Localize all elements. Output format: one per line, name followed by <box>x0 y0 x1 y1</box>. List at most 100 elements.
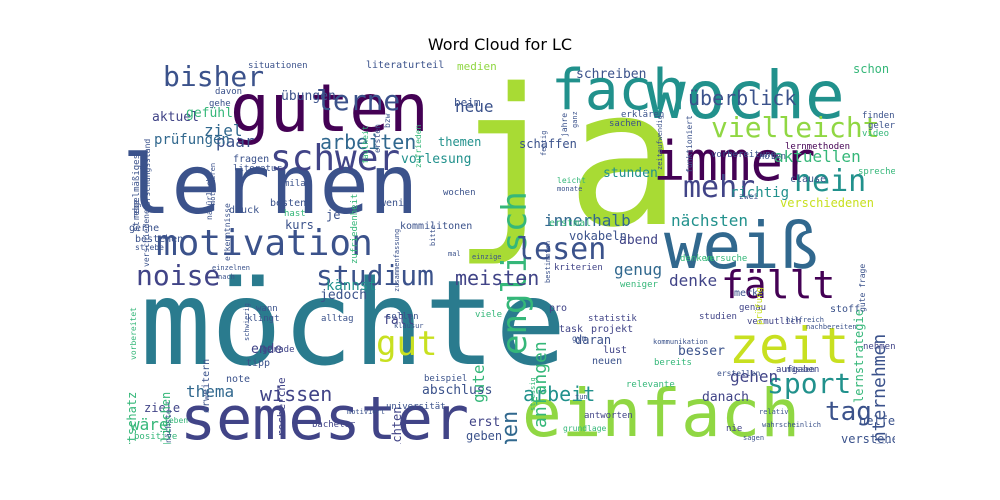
word: jedoch <box>320 288 367 303</box>
word: task <box>559 324 584 335</box>
word: vokabeln <box>569 229 627 243</box>
word: prüfungen <box>154 132 230 148</box>
word: neue <box>455 97 494 116</box>
word: weiß <box>664 210 819 284</box>
word: daran <box>575 333 612 347</box>
word: bestimmten <box>544 240 552 283</box>
word: bisher <box>163 60 265 93</box>
word: lernmethoden <box>785 142 851 152</box>
word: monate <box>557 185 583 193</box>
word: ende <box>251 342 283 357</box>
word: bestehen <box>135 234 184 245</box>
word: wissen <box>260 382 333 406</box>
word: mal <box>448 250 461 258</box>
word: projekt <box>591 324 634 335</box>
word: stressig <box>529 377 537 411</box>
word: davon <box>215 87 243 97</box>
word: antworten <box>584 411 633 421</box>
word: fällt <box>721 263 836 307</box>
word: immer <box>653 130 816 193</box>
word: hast <box>284 209 306 219</box>
word: noten <box>759 152 787 162</box>
word: pro <box>549 303 568 314</box>
word: recherche <box>275 377 288 437</box>
word: gym <box>572 334 587 343</box>
word: lust <box>603 345 628 356</box>
word: tipp <box>246 358 271 369</box>
word: lesen <box>516 232 607 267</box>
word: erreichen <box>498 411 523 444</box>
word: forschungsstand <box>143 138 152 211</box>
word: finden <box>862 111 895 121</box>
word: gut <box>376 324 438 364</box>
word: vorlesung <box>401 152 472 167</box>
word: schreiben <box>576 67 647 82</box>
word: müssen <box>786 365 815 374</box>
word: motivieren <box>209 162 217 205</box>
word: zeitaufwendig <box>656 115 664 170</box>
word: merke <box>734 288 765 299</box>
word: themen <box>438 135 482 149</box>
word: studien <box>699 312 737 322</box>
word: statistik <box>588 314 637 324</box>
word: kurs <box>285 218 314 232</box>
word: guten <box>230 70 429 147</box>
word: strebe <box>135 243 164 252</box>
word: wann <box>256 304 278 314</box>
word: ja <box>452 59 681 269</box>
word: besser <box>678 344 725 359</box>
word: mila <box>284 179 306 189</box>
word: vorbereitung <box>711 150 777 160</box>
word: grundlage <box>563 424 607 433</box>
word: lernen <box>126 138 419 233</box>
word: innerhalb <box>544 211 631 230</box>
word: genug <box>614 260 663 279</box>
word: besten <box>270 198 307 209</box>
word: leicht <box>557 176 586 185</box>
word: arbeiten <box>320 130 417 154</box>
word: vorbereitet <box>129 307 138 360</box>
word: kommunikation <box>653 338 708 346</box>
word: gute frage <box>858 263 867 312</box>
word: weniger <box>620 280 658 290</box>
word: vermutlich <box>747 317 802 327</box>
word: nächsten <box>671 211 749 230</box>
word: einzelnen <box>212 264 250 272</box>
word: verstehen <box>841 432 895 444</box>
word: semester <box>180 384 469 444</box>
word: erstellen <box>717 369 761 378</box>
word: zufrieden <box>414 124 423 168</box>
word: clause <box>790 174 827 185</box>
word: thema <box>186 382 235 401</box>
word: wochen <box>443 188 476 198</box>
word: aufgaben <box>776 365 820 375</box>
word: möchte <box>140 254 567 392</box>
word: hilfreich <box>786 316 824 324</box>
word: wäre <box>130 415 169 434</box>
word: nachrichten <box>390 407 404 444</box>
word: wahrscheinlich <box>762 421 822 429</box>
word: sagen <box>743 434 765 442</box>
word: note <box>226 374 251 385</box>
word: erklären <box>621 110 665 120</box>
word: verschiedene <box>142 209 151 267</box>
word: abschluss <box>422 383 493 398</box>
word: gehe <box>209 99 231 109</box>
word: woche <box>646 59 845 134</box>
word: zusammenfassung <box>393 228 401 292</box>
word: bereits <box>654 358 692 368</box>
word: nein <box>794 164 867 199</box>
word: danach <box>702 390 749 405</box>
word: zufriedenheit <box>350 193 360 264</box>
word: beispiel <box>424 374 468 384</box>
word: stunden <box>603 166 658 181</box>
word: fragen <box>233 154 270 165</box>
word: überblick <box>688 86 797 110</box>
word: ersten <box>373 124 382 153</box>
chart-title: Word Cloud for LC <box>427 35 573 54</box>
word: medien <box>457 60 497 73</box>
word: nachbereiten <box>806 323 857 331</box>
word: tag <box>825 397 872 427</box>
word: erst <box>469 415 501 430</box>
word: erstmal <box>549 218 592 229</box>
